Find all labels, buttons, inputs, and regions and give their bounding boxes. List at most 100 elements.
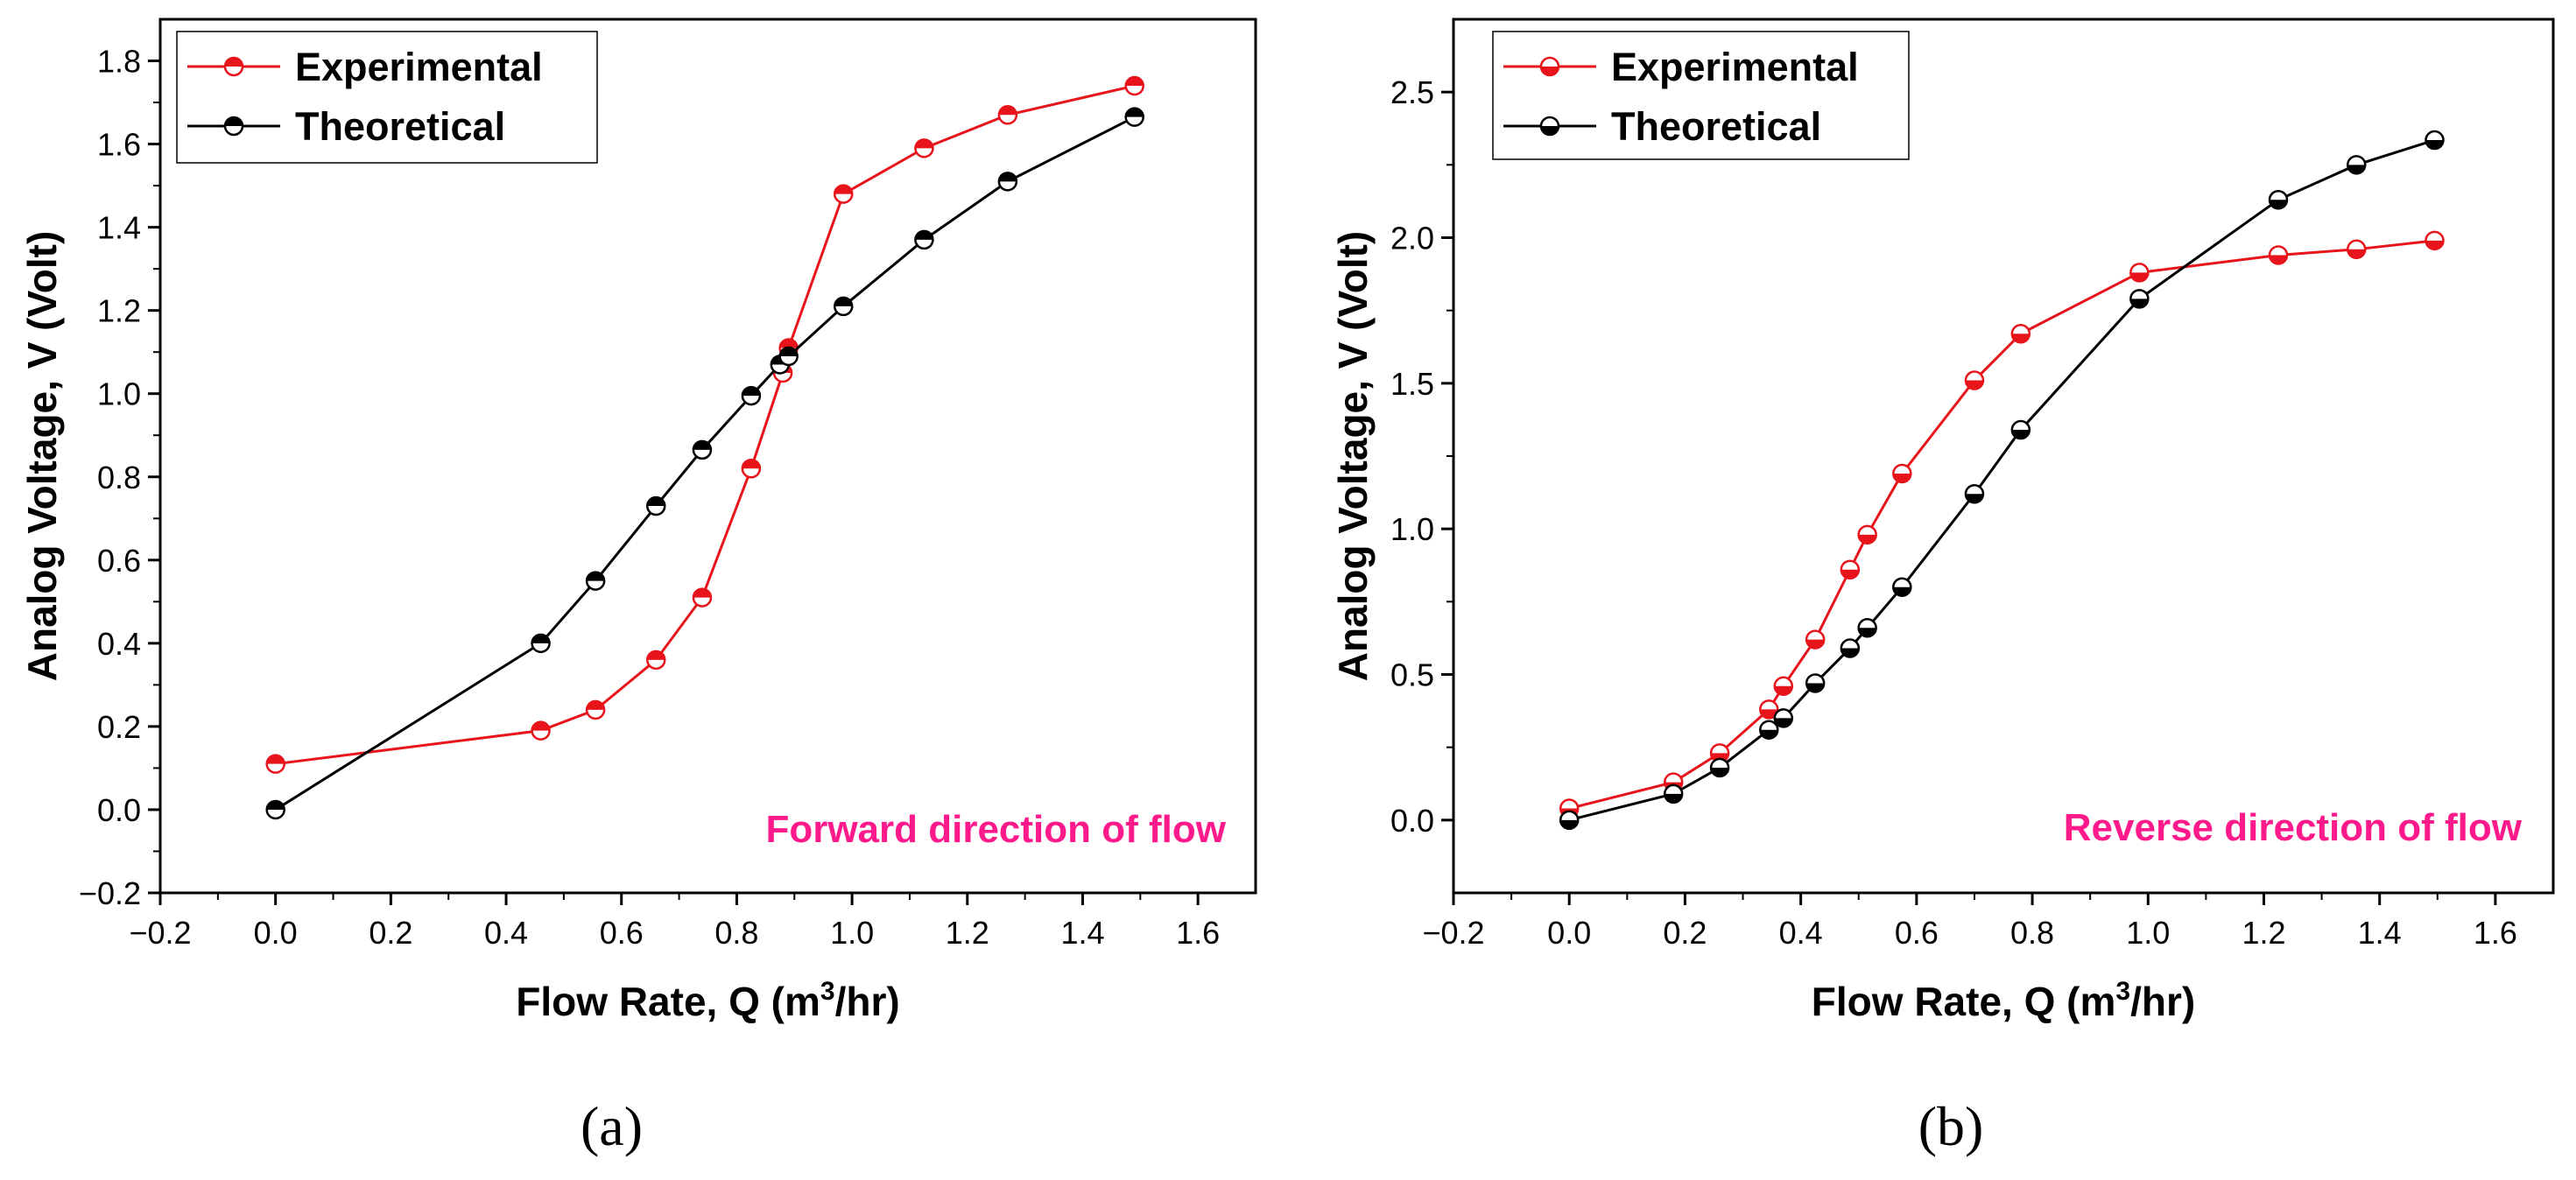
data-point-theoretical: [2129, 289, 2150, 309]
series-line-experimental: [1568, 239, 2435, 810]
data-point-theoretical: [1663, 783, 1684, 804]
legend-marker: [1539, 116, 1560, 137]
data-point-experimental: [2129, 263, 2150, 283]
panel-label: (b): [1918, 1095, 1984, 1157]
x-tick-label: 0.2: [369, 915, 412, 951]
data-point-theoretical: [645, 495, 666, 516]
data-point-theoretical: [265, 799, 285, 820]
data-area: [1559, 130, 2445, 831]
x-tick-label: −0.2: [1422, 915, 1484, 951]
y-tick-label: −0.2: [79, 875, 141, 911]
data-point-theoretical: [1892, 577, 1912, 597]
legend-label: Theoretical: [1611, 104, 1821, 149]
x-tick-label: 1.6: [2474, 915, 2517, 951]
legend: Experimental Theoretical: [1492, 31, 1910, 160]
data-point-experimental: [1759, 699, 1779, 720]
x-tick-label: 0.6: [600, 915, 644, 951]
plot-frame: [158, 18, 1257, 895]
legend-box: [1492, 31, 1910, 160]
y-tick-label: 1.0: [97, 376, 141, 412]
data-point-theoretical: [778, 346, 799, 367]
data-point-theoretical: [585, 571, 606, 591]
x-tick-label: 1.0: [830, 915, 874, 951]
legend-item-experimental: Experimental: [187, 45, 543, 89]
data-point-experimental: [997, 105, 1018, 125]
x-tick-label: 0.2: [1663, 915, 1707, 951]
legend-marker: [223, 116, 244, 137]
data-point-experimental: [585, 699, 606, 720]
data-point-theoretical: [1840, 638, 1861, 658]
data-point-theoretical: [914, 229, 934, 250]
y-tick-label: 0.5: [1390, 657, 1434, 693]
x-tick-label: 0.8: [714, 915, 758, 951]
x-tick-label: 0.4: [1779, 915, 1823, 951]
series-line-theoretical: [1568, 138, 2435, 822]
data-point-theoretical: [2268, 190, 2289, 210]
data-point-experimental: [1964, 370, 1985, 390]
series-line-theoretical: [274, 116, 1136, 811]
x-tick-label: −0.2: [129, 915, 191, 951]
data-point-experimental: [833, 184, 854, 204]
y-tick-label: 1.5: [1390, 366, 1434, 402]
y-tick-label: 1.4: [97, 210, 141, 246]
chart-panel-a: −0.2 0.0 0.2 0.4 0.6 0.8 1.0 1.2 1.4 1.6 −0.2 0.0 0.…: [19, 18, 1257, 1157]
data-point-experimental: [265, 754, 285, 774]
x-axis-title: Flow Rate, Q (m3/hr): [516, 977, 899, 1024]
legend: Experimental Theoretical: [176, 31, 598, 164]
y-tick-label: 1.0: [1390, 511, 1434, 547]
data-point-experimental: [2010, 324, 2031, 344]
data-point-experimental: [1124, 75, 1144, 96]
x-tick-label: 0.8: [2010, 915, 2054, 951]
x-tick-label: 0.4: [484, 915, 528, 951]
data-area: [265, 75, 1144, 820]
data-point-experimental: [1857, 524, 1877, 545]
legend-marker: [223, 56, 244, 77]
data-point-experimental: [2425, 230, 2445, 251]
data-point-theoretical: [1773, 708, 1794, 728]
data-point-experimental: [2346, 239, 2367, 260]
data-point-theoretical: [1124, 107, 1144, 127]
legend-box: [176, 31, 598, 164]
data-point-experimental: [1805, 629, 1826, 650]
data-point-theoretical: [2346, 155, 2367, 175]
legend-item-theoretical: Theoretical: [1503, 104, 1821, 149]
data-point-theoretical: [2010, 419, 2031, 440]
data-point-theoretical: [997, 172, 1018, 192]
x-tick-label: 0.0: [1547, 915, 1591, 951]
panel-label: (a): [581, 1095, 643, 1157]
y-tick-label: 0.2: [97, 709, 141, 745]
y-tick-label: 1.2: [97, 293, 141, 329]
chart-panel-b: −0.2 0.0 0.2 0.4 0.6 0.8 1.0 1.2 1.4 1.6 0.0 0.5 1.0…: [1330, 18, 2555, 1157]
y-tick-label: 2.0: [1390, 221, 1434, 256]
y-tick-label: 0.8: [97, 460, 141, 495]
data-point-experimental: [741, 459, 762, 479]
y-axis-title: Analog Voltage, V (Volt): [1330, 231, 1376, 682]
x-tick-label: 1.2: [2242, 915, 2285, 951]
y-tick-label: 0.0: [1390, 803, 1434, 839]
x-tick-label: 0.6: [1895, 915, 1939, 951]
data-point-experimental: [1773, 676, 1794, 697]
legend-item-theoretical: Theoretical: [187, 104, 505, 149]
data-point-theoretical: [2425, 130, 2445, 151]
data-point-experimental: [1892, 463, 1912, 484]
data-point-theoretical: [692, 439, 713, 460]
data-point-theoretical: [1964, 483, 1985, 504]
x-tick-label: 1.0: [2126, 915, 2170, 951]
legend-label: Theoretical: [295, 104, 505, 149]
data-point-experimental: [645, 650, 666, 671]
legend-item-experimental: Experimental: [1503, 45, 1859, 89]
data-point-experimental: [692, 587, 713, 608]
data-point-theoretical: [1805, 673, 1826, 693]
x-tick-label: 1.2: [946, 915, 989, 951]
legend-marker: [1539, 56, 1560, 77]
data-point-experimental: [2268, 245, 2289, 265]
y-tick-label: 0.4: [97, 626, 141, 662]
data-point-theoretical: [833, 296, 854, 317]
data-point-theoretical: [1559, 810, 1580, 831]
data-point-theoretical: [1709, 757, 1730, 778]
legend-label: Experimental: [295, 45, 543, 89]
flow-direction-annotation: Reverse direction of flow: [2064, 806, 2523, 849]
x-tick-label: 1.4: [2358, 915, 2402, 951]
y-tick-label: 0.0: [97, 792, 141, 828]
